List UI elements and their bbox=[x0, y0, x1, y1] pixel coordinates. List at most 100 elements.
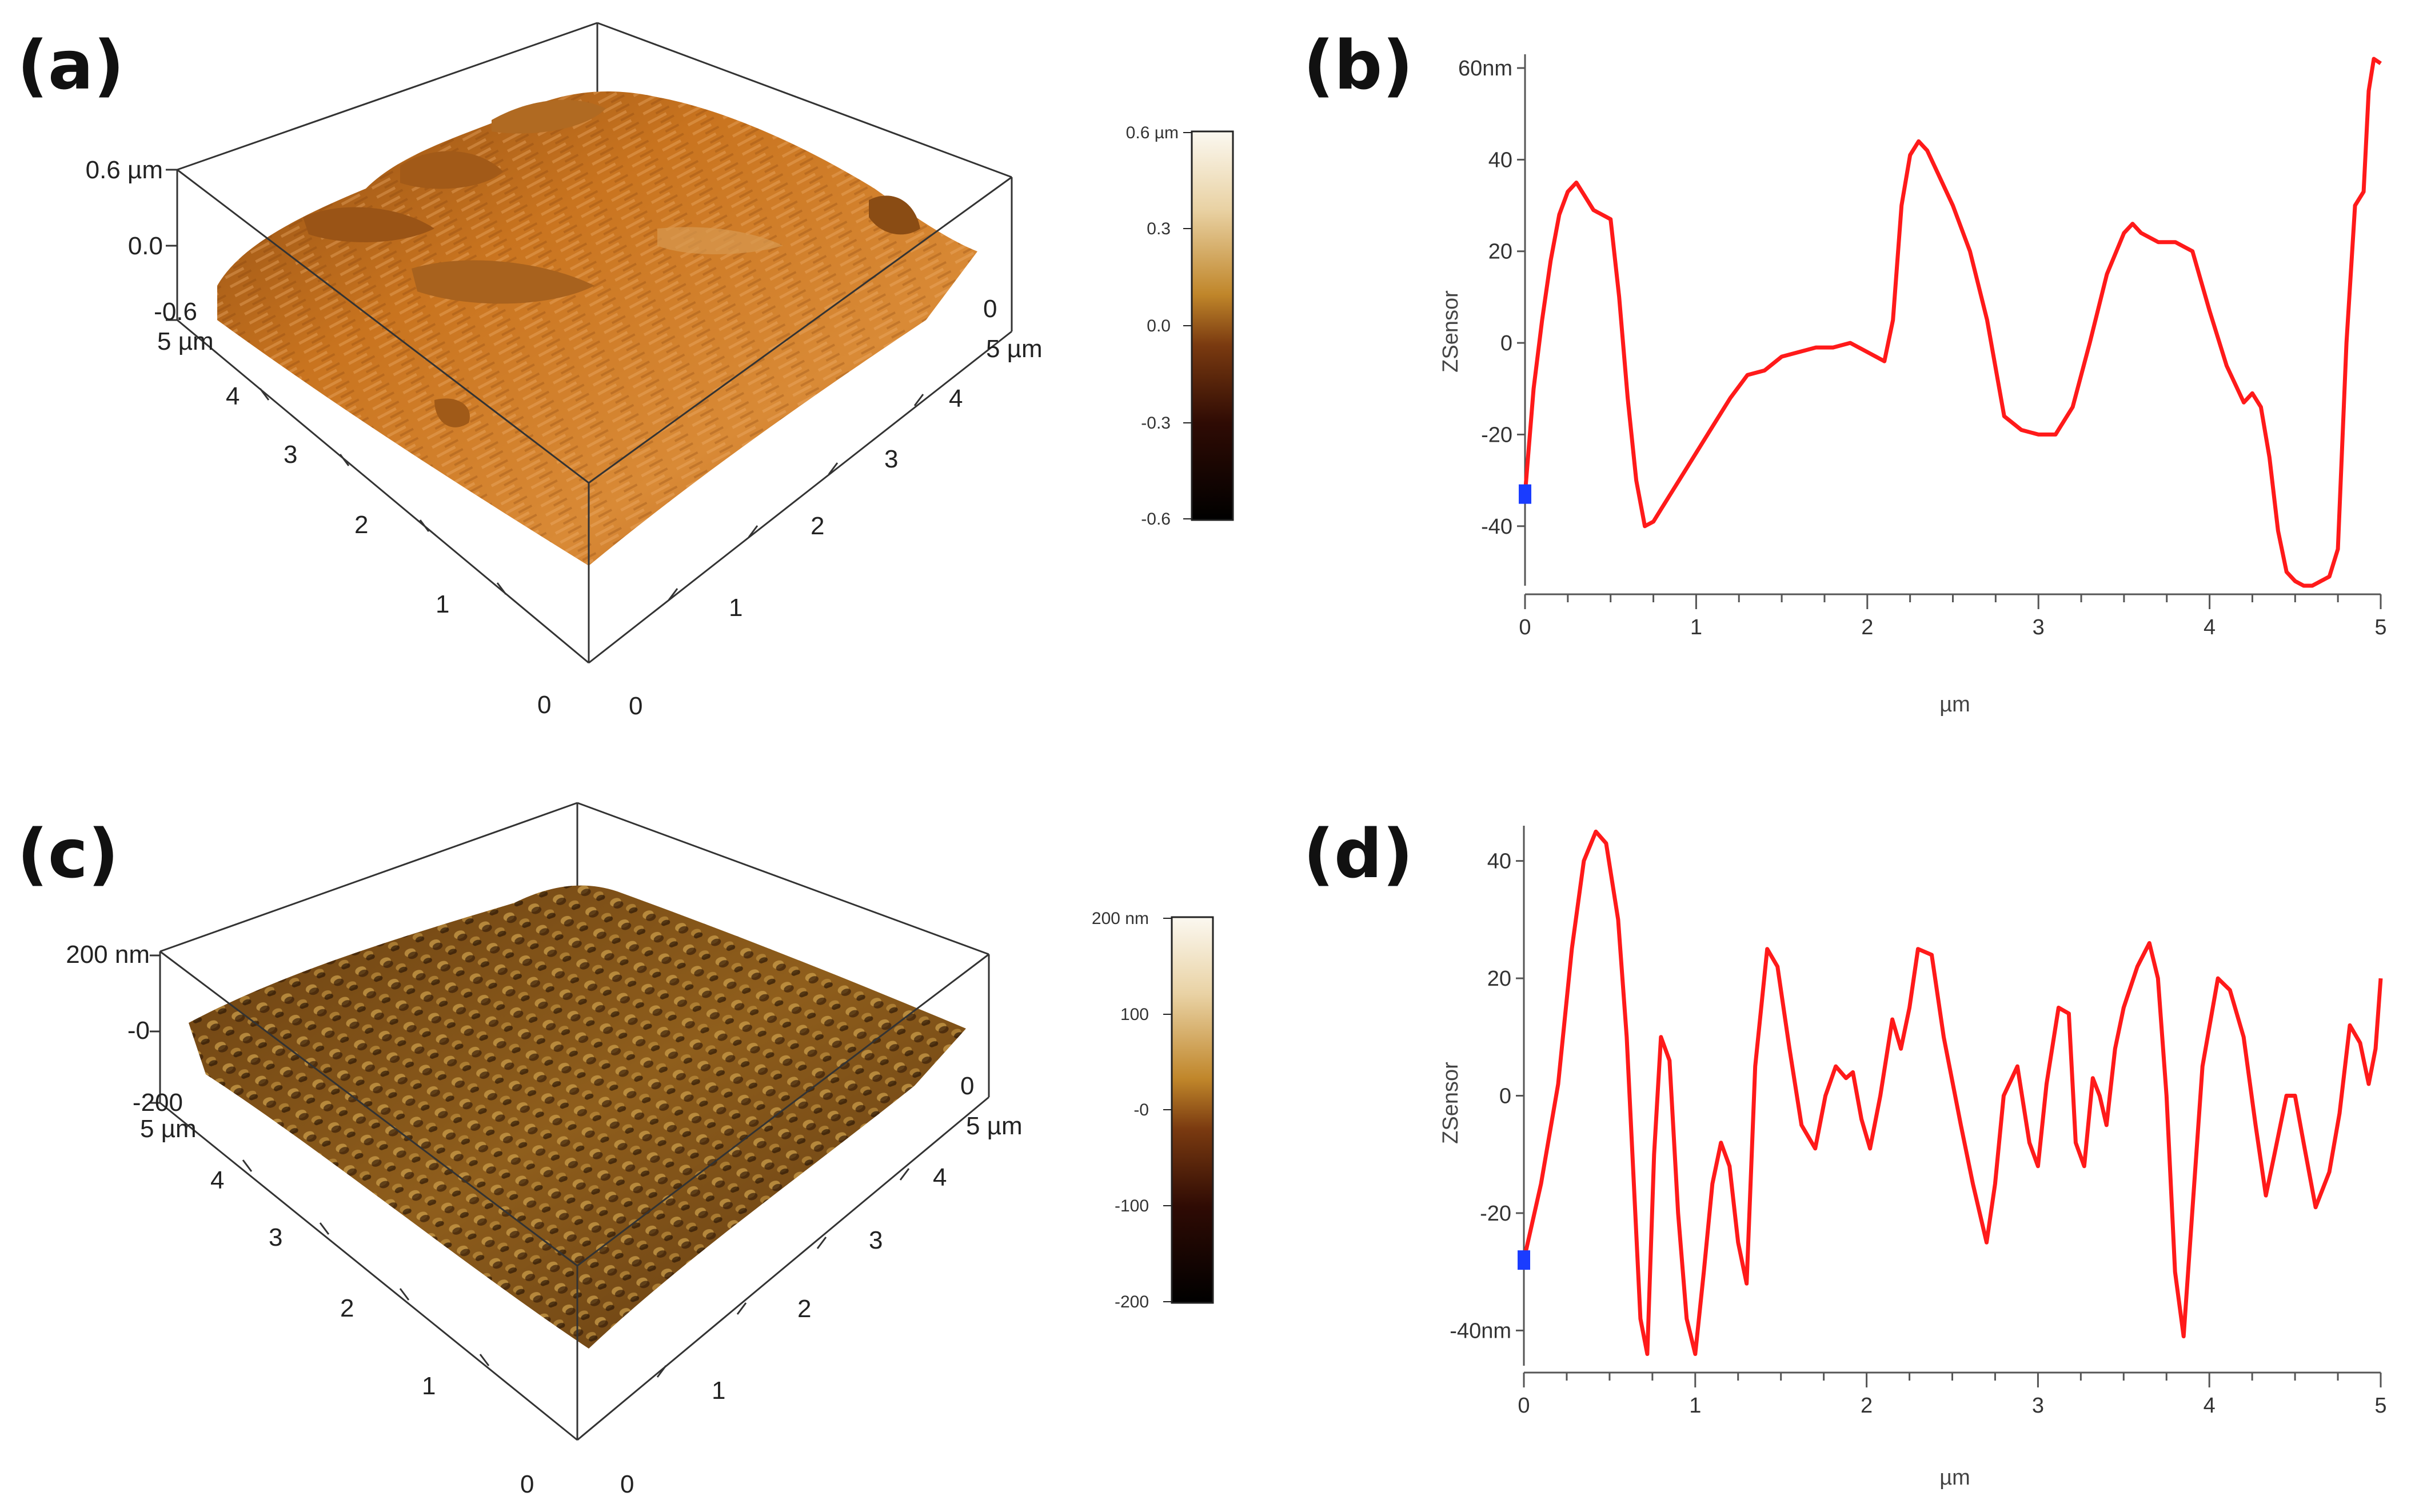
z-tick-c-0: 200 nm bbox=[66, 941, 150, 969]
y-tick-c-5-zero: 0 bbox=[960, 1072, 974, 1100]
y-tick-c-2: 2 bbox=[797, 1295, 811, 1323]
colorbar-c: 200 nm 100 -0 -100 -200 bbox=[1092, 909, 1214, 1311]
colorbar-c-tick-1: 100 bbox=[1120, 1005, 1149, 1024]
x-tick-label: 3 bbox=[2033, 615, 2045, 639]
y-tick-marks-a bbox=[668, 394, 924, 601]
y-axis-label-d: ZSensor bbox=[1439, 1062, 1463, 1144]
y-tick-a-4: 4 bbox=[949, 385, 963, 413]
y-tick-label: -40nm bbox=[1450, 1319, 1511, 1343]
panel-label-d: (d) bbox=[1303, 814, 1413, 893]
y-tick-label: -20 bbox=[1481, 423, 1512, 447]
y-tick-c-3: 3 bbox=[869, 1226, 883, 1254]
x-tick-label: 5 bbox=[2374, 615, 2386, 639]
colorbar-a: 0.6 µm 0.3 0.0 -0.3 -0.6 bbox=[1126, 123, 1234, 529]
panel-label-a: (a) bbox=[17, 26, 125, 105]
y-tick-label: 0 bbox=[1499, 1085, 1511, 1109]
line-plot-d: 40 20 0 -20 -40nm 0 1 2 3 4 5 ZSensor µm bbox=[1439, 826, 2387, 1490]
z-tick-a-2: -0.6 bbox=[154, 298, 197, 326]
colorbar-a-tick-3: -0.3 bbox=[1141, 414, 1171, 433]
surface-plot-a: 0.6 µm 0.0 -0.6 0 1 2 3 4 5 µm 0 1 2 3 4… bbox=[86, 22, 1043, 720]
colorbar-a-tick-1: 0.3 bbox=[1147, 219, 1171, 238]
x-axis-label-d: µm bbox=[1939, 1466, 1970, 1490]
surface-a-texture bbox=[217, 91, 977, 566]
x-ticks-d: 0 1 2 3 4 5 bbox=[1518, 1373, 2387, 1418]
x-tick-label: 0 bbox=[1518, 1394, 1530, 1418]
x-tick-label: 1 bbox=[1690, 615, 1702, 639]
x-tick-c-3: 3 bbox=[269, 1223, 282, 1251]
x-tick-marks-a bbox=[259, 388, 507, 595]
y-tick-a-1: 1 bbox=[729, 594, 743, 622]
profile-line-d bbox=[1522, 829, 2383, 1356]
colorbar-c-tick-3: -100 bbox=[1115, 1197, 1149, 1215]
y-tick-label: -20 bbox=[1480, 1202, 1511, 1226]
x-tick-c-0: 0 bbox=[520, 1470, 534, 1498]
x-ticks-b: 0 1 2 3 4 5 bbox=[1519, 594, 2387, 639]
y-ticks-d: 40 20 0 -20 -40nm bbox=[1450, 850, 1524, 1343]
x-tick-label: 3 bbox=[2032, 1394, 2044, 1418]
x-tick-label: 2 bbox=[1861, 1394, 1873, 1418]
z-tick-c-1: -0 bbox=[127, 1017, 150, 1045]
y-tick-a-0: 0 bbox=[629, 692, 642, 720]
x-tick-label: 1 bbox=[1689, 1394, 1701, 1418]
x-tick-a-4: 4 bbox=[226, 382, 239, 410]
y-tick-c-1: 1 bbox=[712, 1377, 725, 1405]
colorbar-a-tick-0: 0.6 µm bbox=[1126, 123, 1179, 142]
y-tick-a-5: 5 µm bbox=[986, 335, 1043, 363]
y-tick-label: 0 bbox=[1500, 331, 1512, 355]
line-plot-b: 60nm 40 20 0 -20 -40 0 1 2 3 4 5 ZSensor µm bbox=[1439, 54, 2387, 717]
x-tick-a-5: 5 µm bbox=[157, 327, 214, 355]
y-tick-label: 60nm bbox=[1458, 57, 1512, 81]
start-marker-b bbox=[1519, 484, 1531, 504]
z-ticks-a bbox=[166, 169, 177, 321]
y-tick-label: 40 bbox=[1488, 148, 1512, 172]
surface-plot-c: 200 nm -0 -200 0 1 2 3 4 5 µm 0 1 2 3 4 … bbox=[66, 802, 1023, 1498]
y-tick-c-4: 4 bbox=[933, 1163, 947, 1191]
colorbar-c-tick-2: -0 bbox=[1133, 1101, 1149, 1119]
surface-c-texture bbox=[189, 885, 966, 1349]
x-tick-label: 0 bbox=[1519, 615, 1531, 639]
start-marker-d bbox=[1518, 1250, 1530, 1270]
colorbar-c-tick-4: -200 bbox=[1115, 1293, 1149, 1311]
x-tick-label: 2 bbox=[1861, 615, 1873, 639]
y-tick-label: 40 bbox=[1487, 850, 1511, 874]
bounding-box-a-back bbox=[176, 22, 1013, 331]
panel-label-b: (b) bbox=[1303, 26, 1413, 105]
y-tick-label: 20 bbox=[1487, 967, 1511, 991]
profile-line-b bbox=[1523, 57, 2382, 588]
y-tick-a-5-zero: 0 bbox=[983, 295, 997, 323]
y-tick-marks-c bbox=[656, 1168, 910, 1378]
y-tick-c-5: 5 µm bbox=[966, 1112, 1023, 1140]
x-tick-a-1: 1 bbox=[436, 590, 449, 618]
x-tick-c-5: 5 µm bbox=[140, 1115, 197, 1143]
x-tick-a-2: 2 bbox=[354, 511, 368, 539]
z-tick-a-0: 0.6 µm bbox=[86, 156, 163, 184]
colorbar-a-tick-4: -0.6 bbox=[1141, 510, 1171, 529]
x-tick-label: 4 bbox=[2204, 615, 2216, 639]
x-tick-label: 5 bbox=[2374, 1394, 2386, 1418]
y-tick-a-2: 2 bbox=[811, 512, 824, 540]
z-tick-c-2: -200 bbox=[133, 1089, 183, 1117]
z-ticks-c bbox=[150, 954, 160, 1104]
z-tick-a-1: 0.0 bbox=[128, 232, 163, 260]
panel-label-c: (c) bbox=[17, 814, 119, 893]
y-axis-label-b: ZSensor bbox=[1439, 290, 1463, 373]
colorbar-a-tick-2: 0.0 bbox=[1147, 317, 1171, 335]
y-tick-c-0: 0 bbox=[620, 1470, 634, 1498]
y-tick-label: -40 bbox=[1481, 515, 1512, 539]
surface-a-features bbox=[303, 99, 920, 427]
bounding-box-c-front bbox=[159, 950, 989, 1441]
bounding-box-a-front bbox=[177, 169, 1012, 664]
y-tick-label: 20 bbox=[1488, 240, 1512, 264]
x-axis-label-b: µm bbox=[1939, 693, 1970, 717]
x-tick-label: 4 bbox=[2204, 1394, 2216, 1418]
x-tick-c-2: 2 bbox=[340, 1294, 354, 1322]
y-ticks-b: 60nm 40 20 0 -20 -40 bbox=[1458, 57, 1525, 539]
x-tick-marks-c bbox=[242, 1159, 490, 1366]
y-tick-a-3: 3 bbox=[884, 445, 898, 473]
x-tick-a-3: 3 bbox=[284, 441, 297, 469]
x-tick-a-0: 0 bbox=[537, 691, 551, 719]
colorbar-c-tick-0: 200 nm bbox=[1092, 909, 1149, 928]
x-tick-c-1: 1 bbox=[422, 1372, 436, 1400]
x-tick-c-4: 4 bbox=[210, 1166, 224, 1194]
